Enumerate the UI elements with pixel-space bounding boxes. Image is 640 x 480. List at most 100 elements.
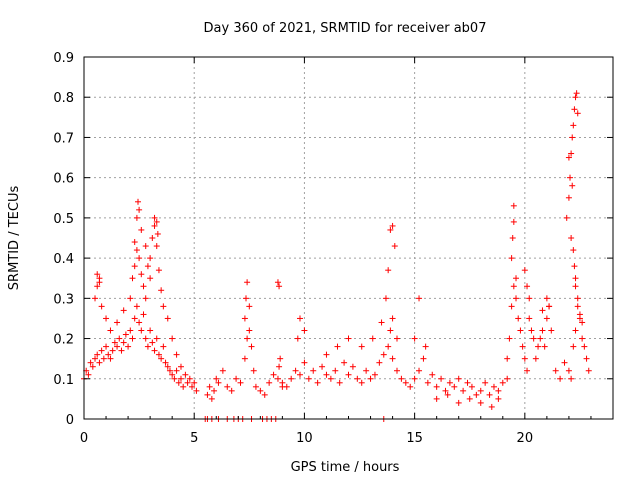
data-point bbox=[402, 379, 409, 386]
data-point bbox=[131, 239, 138, 246]
data-point bbox=[574, 303, 581, 310]
data-point bbox=[144, 343, 151, 350]
data-point bbox=[140, 311, 147, 318]
data-point bbox=[127, 327, 134, 334]
data-point bbox=[526, 295, 533, 302]
data-point bbox=[140, 283, 147, 290]
data-point bbox=[136, 206, 143, 213]
data-point bbox=[569, 182, 576, 189]
data-point bbox=[94, 271, 101, 278]
data-point bbox=[189, 383, 196, 390]
data-point bbox=[572, 327, 579, 334]
data-point bbox=[96, 279, 103, 286]
data-point bbox=[94, 351, 101, 358]
data-point bbox=[246, 303, 253, 310]
data-point bbox=[510, 202, 517, 209]
data-point bbox=[451, 383, 458, 390]
y-tick-label: 0.5 bbox=[53, 212, 74, 227]
data-point bbox=[486, 391, 493, 398]
data-point bbox=[568, 150, 575, 157]
data-point bbox=[543, 315, 550, 322]
data-point bbox=[142, 335, 149, 342]
data-point bbox=[144, 263, 151, 270]
data-point bbox=[92, 355, 99, 362]
data-point bbox=[509, 235, 516, 241]
data-point bbox=[250, 367, 257, 374]
data-point bbox=[129, 335, 136, 342]
data-point bbox=[292, 367, 299, 374]
data-point bbox=[138, 327, 145, 334]
data-point bbox=[135, 198, 142, 205]
axis-ticks: 0 0.1 0.2 0.3 0.4 0.5 0.6 0.7 0.8 0.9 0 5 10 15 20 bbox=[53, 51, 613, 446]
data-point bbox=[446, 379, 453, 386]
data-point bbox=[341, 359, 348, 366]
data-point bbox=[571, 263, 578, 270]
data-point bbox=[266, 379, 273, 386]
data-point bbox=[243, 295, 250, 302]
data-point bbox=[215, 379, 222, 386]
data-point bbox=[158, 355, 165, 362]
data-point bbox=[389, 222, 396, 229]
data-point bbox=[111, 339, 118, 346]
data-point bbox=[495, 395, 502, 402]
data-point bbox=[228, 387, 235, 394]
data-point bbox=[193, 387, 200, 394]
data-point bbox=[570, 343, 577, 350]
data-point bbox=[513, 275, 520, 282]
data-point bbox=[120, 339, 127, 346]
data-point bbox=[100, 355, 107, 362]
data-point bbox=[164, 363, 171, 370]
data-point bbox=[541, 343, 548, 350]
data-point bbox=[504, 355, 511, 362]
data-point bbox=[323, 351, 330, 358]
data-point bbox=[565, 367, 572, 374]
data-point bbox=[515, 315, 522, 322]
data-point bbox=[173, 367, 180, 374]
data-point bbox=[89, 363, 96, 370]
data-point bbox=[288, 375, 295, 382]
data-point bbox=[546, 303, 553, 310]
data-point bbox=[138, 271, 145, 278]
y-axis-label: SRMTID / TECUs bbox=[7, 186, 22, 291]
data-point bbox=[177, 375, 184, 382]
data-point bbox=[120, 307, 127, 314]
data-point bbox=[153, 243, 160, 250]
data-point bbox=[169, 335, 176, 342]
x-tick-label: 15 bbox=[406, 431, 423, 446]
data-point bbox=[385, 343, 392, 350]
data-point bbox=[136, 255, 143, 262]
data-point bbox=[345, 371, 352, 378]
data-point bbox=[444, 391, 451, 398]
data-point bbox=[301, 327, 308, 334]
y-tick-label: 0.3 bbox=[53, 292, 74, 307]
data-point bbox=[158, 287, 165, 294]
data-point bbox=[510, 218, 517, 225]
y-tick-label: 0.2 bbox=[53, 333, 74, 348]
data-point bbox=[416, 367, 423, 374]
data-point bbox=[552, 367, 559, 374]
data-point bbox=[532, 355, 539, 362]
chart-title: Day 360 of 2021, SRMTID for receiver ab0… bbox=[204, 21, 487, 36]
data-point bbox=[305, 375, 312, 382]
data-point bbox=[378, 319, 385, 326]
data-point bbox=[297, 315, 304, 322]
data-point bbox=[517, 327, 524, 334]
data-point bbox=[389, 315, 396, 322]
data-point bbox=[420, 355, 427, 362]
data-point bbox=[358, 379, 365, 386]
y-tick-label: 0.8 bbox=[53, 91, 74, 106]
data-point bbox=[349, 363, 356, 370]
data-point bbox=[85, 371, 92, 378]
data-point bbox=[438, 375, 445, 382]
data-point bbox=[521, 355, 528, 362]
data-point bbox=[133, 303, 140, 310]
y-tick-label: 0 bbox=[66, 413, 74, 428]
data-point bbox=[382, 295, 389, 302]
data-point bbox=[363, 367, 370, 374]
data-point bbox=[160, 303, 167, 310]
data-point bbox=[133, 247, 140, 254]
y-tick-label: 0.4 bbox=[53, 252, 74, 267]
data-point bbox=[539, 307, 546, 314]
data-point bbox=[233, 375, 240, 382]
data-point bbox=[358, 343, 365, 350]
